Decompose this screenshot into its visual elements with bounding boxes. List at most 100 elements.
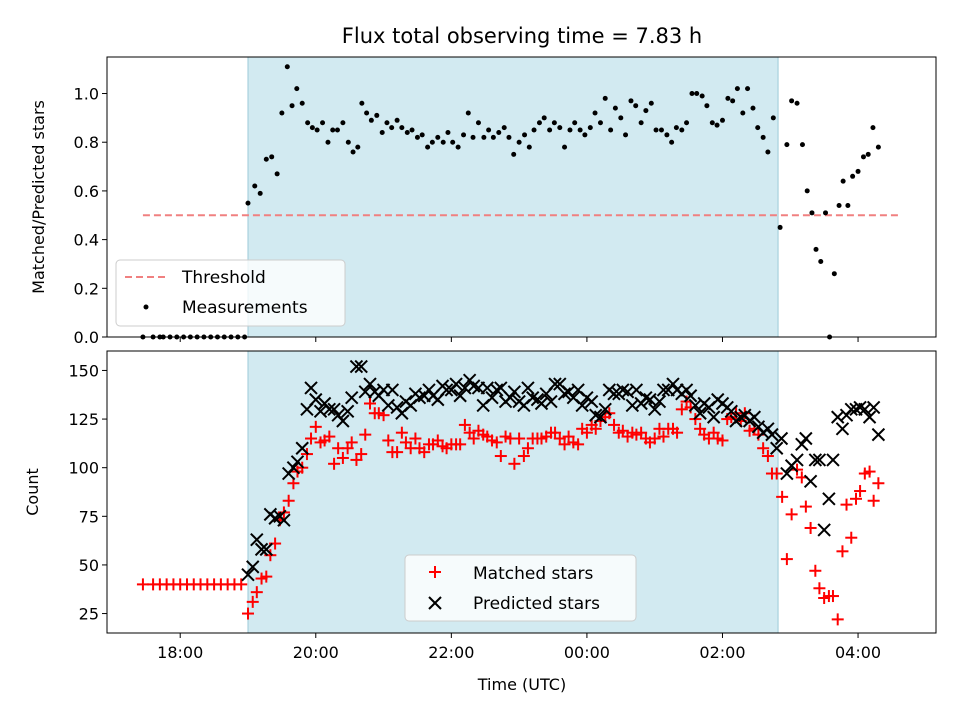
measurements-point: [465, 110, 471, 116]
matched-stars-point: [508, 457, 521, 470]
measurements-point: [765, 149, 771, 155]
y-tick-label: 125: [68, 410, 99, 429]
measurements-point: [486, 127, 492, 133]
predicted-stars-point: [593, 410, 608, 424]
ratio-panel-frame: [106, 56, 937, 338]
measurements-point: [870, 125, 876, 131]
matched-stars-point: [345, 436, 358, 449]
matched-stars-point: [513, 432, 526, 445]
predicted-stars-point: [826, 453, 840, 467]
matched-stars-point: [395, 426, 408, 439]
predicted-stars-point: [327, 402, 341, 417]
ratio-legend-box: [115, 259, 346, 327]
measurements-point: [789, 98, 795, 104]
measurements-point: [638, 120, 644, 126]
predicted-stars-point: [808, 453, 823, 467]
predicted-stars-point: [503, 390, 518, 405]
measurements-point: [368, 117, 374, 123]
measurements-point: [694, 91, 700, 97]
measurements-point: [623, 132, 629, 138]
predicted-stars-point: [363, 377, 377, 391]
measurements-point: [374, 112, 380, 118]
matched-stars-point: [305, 432, 318, 445]
matched-stars-point: [454, 438, 467, 451]
measurements-point: [419, 132, 425, 138]
measurements-point: [587, 125, 593, 131]
measurements-point: [612, 105, 618, 111]
measurements-point: [831, 271, 837, 277]
predicted-stars-point: [765, 427, 779, 442]
x-tick-label: 22:00: [428, 643, 474, 662]
measurements-point: [284, 64, 290, 70]
y-tick-label: 1.0: [74, 85, 99, 104]
measurements-point: [664, 132, 670, 138]
predicted-stars-point: [290, 455, 305, 469]
matched-stars-point: [716, 434, 729, 447]
predicted-stars-point: [629, 383, 644, 397]
predicted-stars-point: [871, 427, 886, 442]
measurements-point: [364, 110, 370, 116]
x-tick-label: 02:00: [699, 643, 745, 662]
matched-stars-point: [136, 578, 149, 591]
ratio-y-axis-label: Matched/Predicted stars: [29, 100, 48, 294]
predicted-stars-point: [598, 402, 612, 417]
matched-stars-point: [323, 430, 336, 443]
predicted-stars-point: [780, 466, 794, 481]
predicted-stars-point: [254, 542, 269, 557]
count-y-axis-label: Count: [23, 468, 42, 516]
matched-stars-point: [671, 426, 684, 439]
matched-stars-point: [328, 457, 341, 470]
x-tick-label: 04:00: [835, 643, 881, 662]
measurements-point: [350, 149, 356, 155]
matched-stars-point: [791, 463, 804, 476]
measurements-point: [734, 86, 740, 92]
measurements-point: [597, 120, 603, 126]
predicted-stars-point: [747, 410, 762, 424]
measurements-point: [340, 120, 346, 126]
matched-stars-point: [770, 467, 783, 480]
measurements-point: [536, 120, 542, 126]
x-axis-label: Time (UTC): [477, 675, 566, 694]
predicted-stars-point: [770, 441, 784, 455]
measurements-point: [389, 125, 395, 131]
measurements-point: [653, 127, 659, 133]
predicted-legend-swatch: [428, 596, 442, 610]
matched-stars-point: [467, 432, 480, 445]
y-tick-label: 25: [79, 605, 99, 624]
measurements-point: [516, 139, 522, 145]
measurements-legend-swatch: [143, 304, 149, 310]
measurements-point: [429, 139, 435, 145]
measurements-point: [875, 144, 881, 150]
measurements-point: [309, 125, 315, 131]
measurements-point: [475, 120, 481, 126]
measurements-point: [435, 134, 441, 140]
measurements-point: [799, 142, 805, 148]
measurements-point: [511, 151, 517, 157]
y-tick-label: 0.8: [74, 133, 99, 152]
measurements-point: [404, 129, 410, 135]
measurements-point: [289, 103, 295, 109]
predicted-stars-point: [734, 410, 748, 424]
measurements-point: [608, 127, 614, 133]
predicted-stars-point: [277, 513, 291, 527]
predicted-stars-point: [453, 389, 467, 403]
measurements-point: [257, 190, 263, 196]
measurements-point: [320, 120, 326, 126]
y-tick-label: 75: [79, 507, 99, 526]
predicted-stars-point: [679, 383, 694, 397]
measurements-point: [506, 134, 512, 140]
measurements-point: [345, 139, 351, 145]
measurements-point: [643, 108, 649, 114]
measurements-point: [450, 139, 456, 145]
measurements-point: [679, 127, 685, 133]
ratio-panel: 0.0 0.2 0.4 0.6 0.8 1.0 Matched/Predicted sta…: [29, 56, 937, 347]
predicted-stars-point: [241, 567, 255, 582]
predicted-stars-point: [336, 414, 350, 428]
matched-stars-point: [799, 500, 812, 513]
measurements-point: [294, 86, 300, 92]
measurements-point: [562, 144, 568, 150]
measurements-point: [865, 151, 871, 157]
measurements-point: [299, 100, 305, 106]
predicted-legend-label: Predicted stars: [473, 594, 600, 614]
measurements-point: [813, 246, 819, 252]
